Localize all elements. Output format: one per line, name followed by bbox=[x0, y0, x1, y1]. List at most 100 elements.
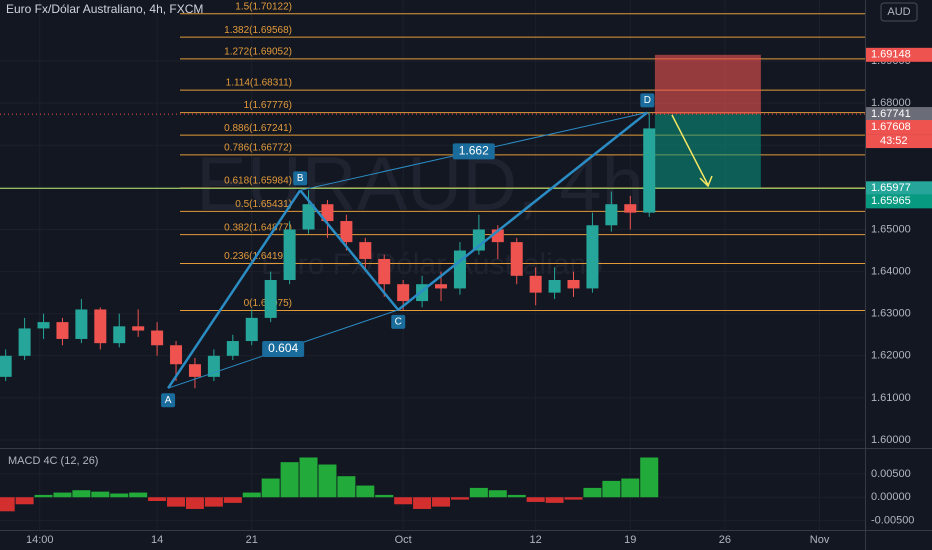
macd-bar bbox=[318, 464, 337, 498]
price-tag-label: 1.67608 bbox=[871, 121, 911, 133]
macd-bar bbox=[602, 480, 621, 498]
candle-body bbox=[132, 326, 145, 331]
plot: 1.60000 1.61000 1.62000 1.63000 1.64000 1.650… bbox=[0, 0, 914, 546]
fib-label: 1.114(1.68311) bbox=[226, 78, 292, 89]
point-box bbox=[391, 314, 406, 329]
fib-label: 0.618(1.65984) bbox=[224, 176, 292, 187]
chart-title: Euro Fx/Dólar Australiano, 4h, FXCM bbox=[6, 2, 203, 16]
y-tick-label: 1.63000 bbox=[871, 308, 911, 320]
ratio-box bbox=[452, 143, 495, 160]
candle-body bbox=[188, 364, 201, 377]
indicator-title: MACD 4C (12, 26) bbox=[8, 455, 98, 467]
macd-bar bbox=[15, 497, 34, 505]
y-tick-label: 1.60000 bbox=[871, 434, 911, 446]
candle-body bbox=[170, 345, 183, 365]
price-tag bbox=[866, 107, 932, 122]
x-tick-label: 21 bbox=[246, 534, 258, 546]
candle-body bbox=[624, 204, 637, 213]
price-tag-label: 1.65977 bbox=[871, 182, 911, 194]
price-tag bbox=[866, 47, 932, 62]
ratio-label: 0.604 bbox=[268, 341, 298, 355]
price-tag bbox=[866, 194, 932, 209]
currency-box[interactable] bbox=[880, 2, 918, 22]
macd-bar bbox=[0, 497, 15, 512]
macd-bar bbox=[545, 497, 564, 503]
candle-body bbox=[302, 204, 315, 230]
macd-bar bbox=[242, 492, 261, 498]
pattern-leg bbox=[397, 111, 649, 311]
fib-label: 1.382(1.69568) bbox=[224, 25, 292, 36]
candle-body bbox=[75, 309, 88, 339]
candle-body bbox=[56, 322, 69, 339]
macd-bar bbox=[394, 497, 413, 505]
y-tick-label: 0.00000 bbox=[871, 491, 911, 503]
ratio-label: 1.662 bbox=[459, 144, 489, 158]
macd-bar bbox=[375, 494, 394, 498]
fib-label: 1.272(1.69052) bbox=[224, 47, 292, 58]
candle-body bbox=[586, 225, 599, 289]
candle-body bbox=[510, 242, 523, 276]
price-tag-label: 1.67741 bbox=[871, 108, 911, 120]
macd-bar bbox=[337, 476, 356, 498]
y-tick-label: 1.61000 bbox=[871, 392, 911, 404]
y-tick-label: 1.62000 bbox=[871, 350, 911, 362]
currency: AUD bbox=[887, 6, 910, 18]
macd-bar bbox=[91, 491, 110, 498]
candle-body bbox=[94, 309, 107, 344]
candle-body bbox=[567, 280, 580, 289]
candle-body bbox=[321, 204, 334, 222]
y-tick-label: 1.65000 bbox=[871, 223, 911, 235]
x-tick-label: 14 bbox=[151, 534, 163, 546]
macd-bar bbox=[299, 457, 318, 498]
watermark-symbol: EURAUD, 4h bbox=[196, 142, 644, 227]
macd-bar bbox=[469, 487, 488, 498]
candle-body bbox=[264, 280, 277, 318]
candle-body bbox=[472, 229, 485, 251]
y-tick-label: 0.00500 bbox=[871, 468, 911, 480]
pattern-leg bbox=[167, 189, 302, 389]
pattern-leg bbox=[299, 189, 400, 311]
candle-body bbox=[113, 326, 126, 344]
macd-bar bbox=[450, 497, 469, 500]
candle-body bbox=[435, 284, 448, 289]
macd-bar bbox=[488, 490, 507, 498]
macd-bar bbox=[53, 492, 72, 498]
y-tick-label: 1.64000 bbox=[871, 265, 911, 277]
price-tag bbox=[866, 181, 932, 196]
macd-bar bbox=[564, 497, 583, 500]
candle-body bbox=[151, 330, 164, 346]
candle-body bbox=[548, 280, 561, 293]
point-box bbox=[640, 93, 655, 108]
candle-body bbox=[37, 322, 50, 329]
macd-bar bbox=[72, 490, 91, 498]
candle-body bbox=[0, 355, 12, 377]
macd-bar bbox=[432, 497, 451, 507]
target-zone bbox=[654, 114, 761, 189]
macd-bar bbox=[34, 494, 53, 498]
candle-body bbox=[529, 275, 542, 293]
macd-bar bbox=[526, 497, 545, 502]
fib-label: 0.886(1.67241) bbox=[224, 123, 292, 134]
x-tick-label: Oct bbox=[395, 534, 412, 546]
point-label: D bbox=[644, 95, 651, 106]
countdown-box bbox=[866, 134, 932, 149]
macd-bar bbox=[413, 497, 432, 509]
point-label: C bbox=[395, 317, 402, 328]
macd-bar bbox=[167, 497, 186, 507]
x-tick-label: 26 bbox=[719, 534, 731, 546]
price-tag-label: 1.69148 bbox=[871, 49, 911, 61]
watermark-name: Euro Fx/Dólar Australiano bbox=[261, 248, 603, 281]
candle-body bbox=[359, 242, 372, 259]
point-box bbox=[293, 171, 308, 186]
candle-body bbox=[643, 128, 656, 213]
stop-zone bbox=[654, 54, 761, 115]
price-tag bbox=[866, 120, 932, 135]
x-tick-label: Nov bbox=[810, 534, 830, 546]
point-label: A bbox=[165, 395, 172, 406]
candle-body bbox=[378, 258, 391, 285]
candle-body bbox=[226, 341, 239, 356]
x-tick-label: 19 bbox=[624, 534, 636, 546]
forecast-arrow bbox=[671, 114, 713, 188]
macd-bar bbox=[223, 497, 242, 503]
